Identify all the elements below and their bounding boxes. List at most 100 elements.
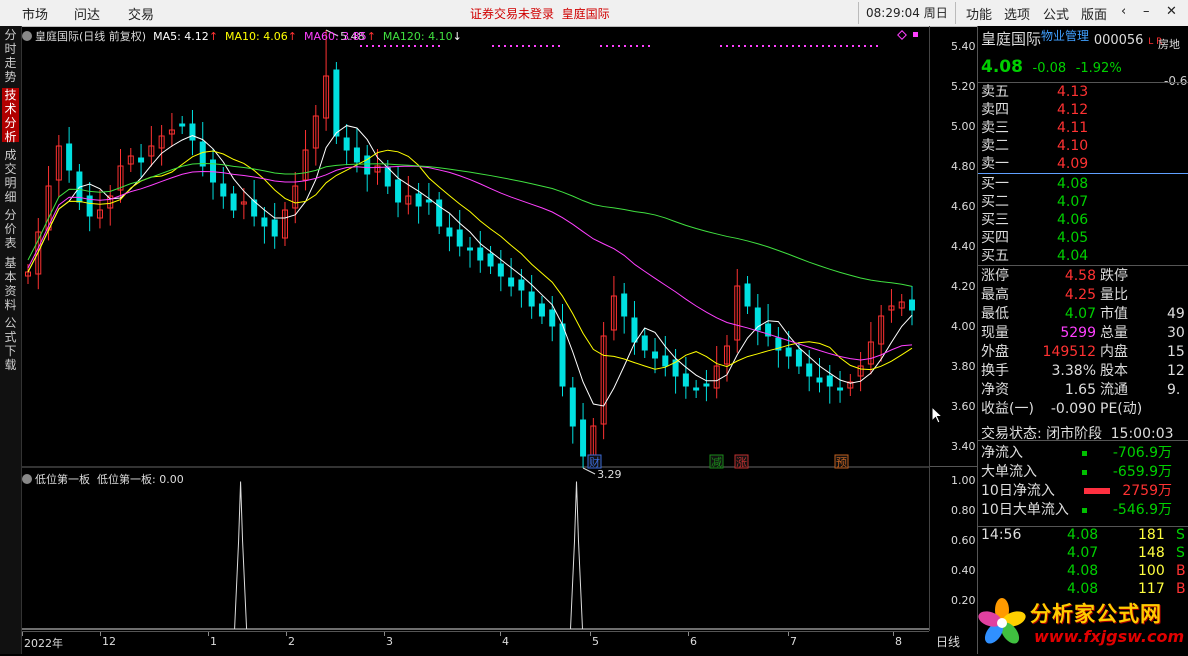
signal-dot [810,45,812,47]
candle-body [744,283,751,307]
candle-body [415,193,422,207]
notice-broker: 皇庭国际 [561,7,610,21]
ask-price[interactable]: 4.12 [1057,102,1089,118]
login-notice[interactable]: 证券交易未登录 皇庭国际 [470,5,610,22]
bid-price[interactable]: 4.08 [1057,176,1089,192]
ask-price[interactable]: 4.13 [1057,84,1089,100]
time-tick-mark [788,632,789,636]
menu-separator [858,2,859,24]
up-arrow-icon: ↑ [287,30,297,43]
stat-label: 最低 [981,306,1009,322]
menu-layout[interactable]: 版面 [1081,8,1108,23]
orderbook-divider [978,173,1188,174]
menu-formula[interactable]: 公式 [1043,8,1070,23]
candle-body [508,277,515,287]
stat-value: 4.25 [1064,287,1096,303]
candle-body [96,209,103,219]
close-icon[interactable]: ✕ [1166,4,1177,19]
signal-dot [360,45,362,47]
ask-level-label: 卖二 [981,138,1009,154]
candle-body [528,291,535,307]
candle-body [713,365,720,389]
stat-label-2: PE(动) [1100,401,1143,417]
ask-price[interactable]: 4.11 [1057,120,1089,136]
tab-basic-info[interactable]: 基本资料 [4,256,17,312]
site-logo: 分析家公式网 www.fxjgsw.com [978,594,1184,652]
signal-dot [414,45,416,47]
menu-options[interactable]: 选项 [1004,8,1031,23]
candle-body [302,149,309,181]
ask-level-label: 卖四 [981,102,1009,118]
signal-dot [492,45,494,47]
candle-body [271,219,278,237]
bid-level-label: 买二 [981,194,1009,210]
tab-intraday[interactable]: 分时走势 [4,28,17,84]
tick-side: S [1176,527,1185,543]
stat-label: 收益(一) [981,401,1034,417]
ask-row: 卖三 4.11 [981,119,1186,137]
tab-trade-detail[interactable]: 成交明细 [4,148,17,204]
ma10-line [27,149,913,371]
flow-label: 大单流入 [981,464,1037,480]
bid-price[interactable]: 4.06 [1057,212,1089,228]
collapse-icon[interactable] [22,31,32,41]
tab-formula-download[interactable]: 公式下载 [4,316,17,372]
indicator-tick: 0.40 [951,564,976,578]
time-tick: 1 [210,635,217,648]
menu-trade[interactable]: 交易 [128,8,155,23]
candle-body [199,141,206,167]
signal-dot [852,45,854,47]
signal-dot [876,45,878,47]
tab-technical[interactable]: 技术分析 [2,88,19,144]
candle-body [467,247,473,251]
period-label[interactable]: 日线 [936,635,961,649]
ma120-value: MA120: 4.10 [382,30,453,43]
bid-price[interactable]: 4.05 [1057,230,1089,246]
candle-body [837,387,844,391]
signal-spike [570,481,583,630]
clock: 08:29:04 周日 [866,4,948,21]
price-tick: 4.60 [951,200,976,213]
bid-price[interactable]: 4.07 [1057,194,1089,210]
clock-weekday: 周日 [923,6,948,20]
event-marker: 预 [836,456,847,469]
minimize-icon[interactable]: – [1143,4,1150,19]
menu-market[interactable]: 市场 [22,8,49,23]
signal-dot [828,45,830,47]
candle-body [323,75,330,119]
signal-dot [402,45,404,47]
signal-spike [234,481,248,630]
back-icon[interactable]: ‹ [1121,4,1127,19]
stat-value-2: 12 [1167,363,1185,379]
indicator-value: 低位第一板: 0.00 [97,473,184,486]
candle-body [631,317,638,343]
candle-body [878,315,885,345]
login-notice-text[interactable]: 证券交易未登录 [470,7,555,21]
candle-body [621,293,628,317]
ask-price[interactable]: 4.09 [1057,156,1089,172]
ask-price[interactable]: 4.10 [1057,138,1089,154]
event-marker-box [734,454,749,469]
signal-dot [438,45,440,47]
stock-sector[interactable]: 物业管理 [1041,29,1090,43]
collapse-icon[interactable] [22,474,32,484]
flow-bar [1082,508,1087,513]
time-tick-mark [208,632,209,636]
stat-label-2: 市值 [1100,306,1128,322]
candle-body [867,341,874,365]
tab-price-table[interactable]: 分价表 [4,208,17,250]
signal-dot [762,45,764,47]
stat-value-2: 9. [1167,382,1181,398]
menu-ask[interactable]: 问达 [74,8,101,23]
signal-dot [864,45,866,47]
candle-body [888,305,895,311]
bid-price[interactable]: 4.04 [1057,248,1089,264]
tick-time: 14:56 [981,527,1022,543]
menu-function[interactable]: 功能 [966,8,993,23]
price-line: 4.08 -0.08 -1.92% [981,58,1186,76]
stat-value: 4.07 [1064,306,1096,322]
signal-dot [732,45,734,47]
candle-body [405,195,412,205]
stat-row: 换手 3.38% 股本 12 [981,362,1186,380]
